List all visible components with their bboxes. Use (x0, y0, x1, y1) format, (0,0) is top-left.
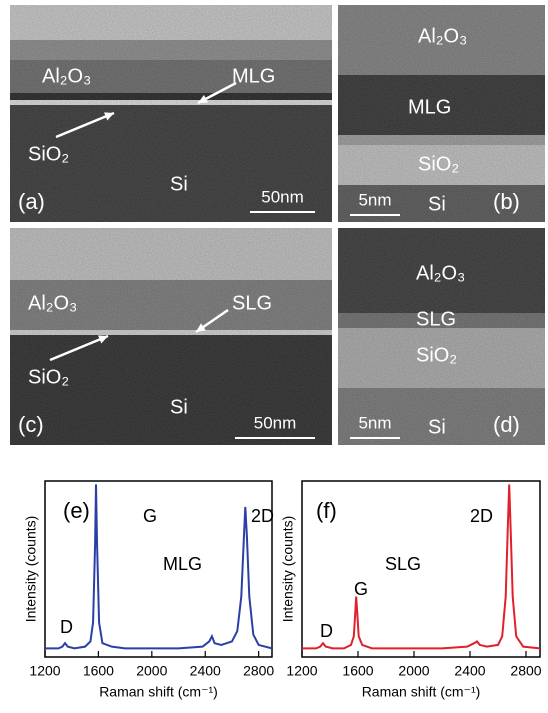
scale-bar-label: 5nm (358, 190, 391, 209)
y-axis-title: Intensity (counts) (280, 516, 296, 623)
peak-label: 2D (251, 506, 274, 526)
tem-image: Al₂O₃ MLG SiO₂ Si (a) 50nm (10, 5, 332, 222)
chart: 1200 1600 2000 2400 2800 Raman shift (cm⁻¹) In… (280, 481, 542, 700)
layer-label: SiO₂ (416, 344, 457, 366)
layer-label: Si (170, 173, 188, 195)
layer-label: SLG (416, 308, 456, 330)
figure: Al₂O₃ MLG SiO₂ Si (a) 50nm Al₂O₃ MLG SiO₂ Si (b) 5n… (0, 0, 548, 713)
layer-label: SiO₂ (28, 366, 69, 388)
layer-label: MLG (408, 96, 451, 118)
layer-label: Si (428, 416, 446, 438)
tem-image: Al₂O₃ SLG SiO₂ Si (c) 50nm (10, 228, 332, 445)
x-tick-label: 2000 (136, 663, 167, 679)
layer-label: Al₂O₃ (42, 65, 91, 87)
x-tick-label: 2400 (190, 663, 221, 679)
layer-label: Al₂O₃ (28, 292, 77, 314)
tem-image: Al₂O₃ MLG SiO₂ Si (b) 5nm (338, 5, 545, 222)
layer-label: Si (428, 193, 446, 215)
x-tick-label: 1600 (342, 663, 373, 679)
scale-bar-label: 5nm (358, 413, 391, 432)
tem-image: Al₂O₃ SLG SiO₂ Si (d) 5nm (338, 228, 545, 445)
sample-label: MLG (163, 554, 202, 574)
x-tick-label: 2800 (243, 663, 274, 679)
panel-label: (c) (18, 412, 44, 437)
layer-label: Al₂O₃ (416, 262, 465, 284)
panel-label: (b) (493, 189, 520, 214)
peak-label: D (320, 621, 333, 641)
peak-label: G (143, 506, 157, 526)
layer-label: Si (170, 396, 188, 418)
peak-label: G (354, 579, 368, 599)
x-tick-label: 2800 (510, 663, 541, 679)
scale-bar-label: 50nm (261, 187, 304, 206)
x-tick-label: 1600 (83, 663, 114, 679)
layer-label: SiO₂ (28, 143, 69, 165)
sample-label: SLG (385, 554, 421, 574)
layer-label: SLG (232, 292, 272, 314)
peak-label: 2D (470, 506, 493, 526)
x-axis-title: Raman shift (cm⁻¹) (362, 684, 481, 700)
x-tick-label: 1200 (286, 663, 317, 679)
x-tick-label: 1200 (29, 663, 60, 679)
panel-label: (e) (63, 498, 90, 523)
x-tick-label: 2000 (398, 663, 429, 679)
panel-label: (f) (316, 498, 337, 523)
chart: 1200 1600 2000 2400 2800 Raman shift (cm⁻¹) In… (23, 481, 275, 700)
scale-bar-label: 50nm (254, 413, 297, 432)
layer-label: Al₂O₃ (418, 25, 467, 47)
peak-label: D (60, 617, 73, 637)
panel-label: (a) (18, 189, 45, 214)
x-tick-label: 2400 (454, 663, 485, 679)
layer-label: SiO₂ (418, 153, 459, 175)
layer-label: MLG (232, 65, 275, 87)
x-axis-title: Raman shift (cm⁻¹) (99, 684, 218, 700)
panel-label: (d) (493, 412, 520, 437)
y-axis-title: Intensity (counts) (23, 516, 39, 623)
